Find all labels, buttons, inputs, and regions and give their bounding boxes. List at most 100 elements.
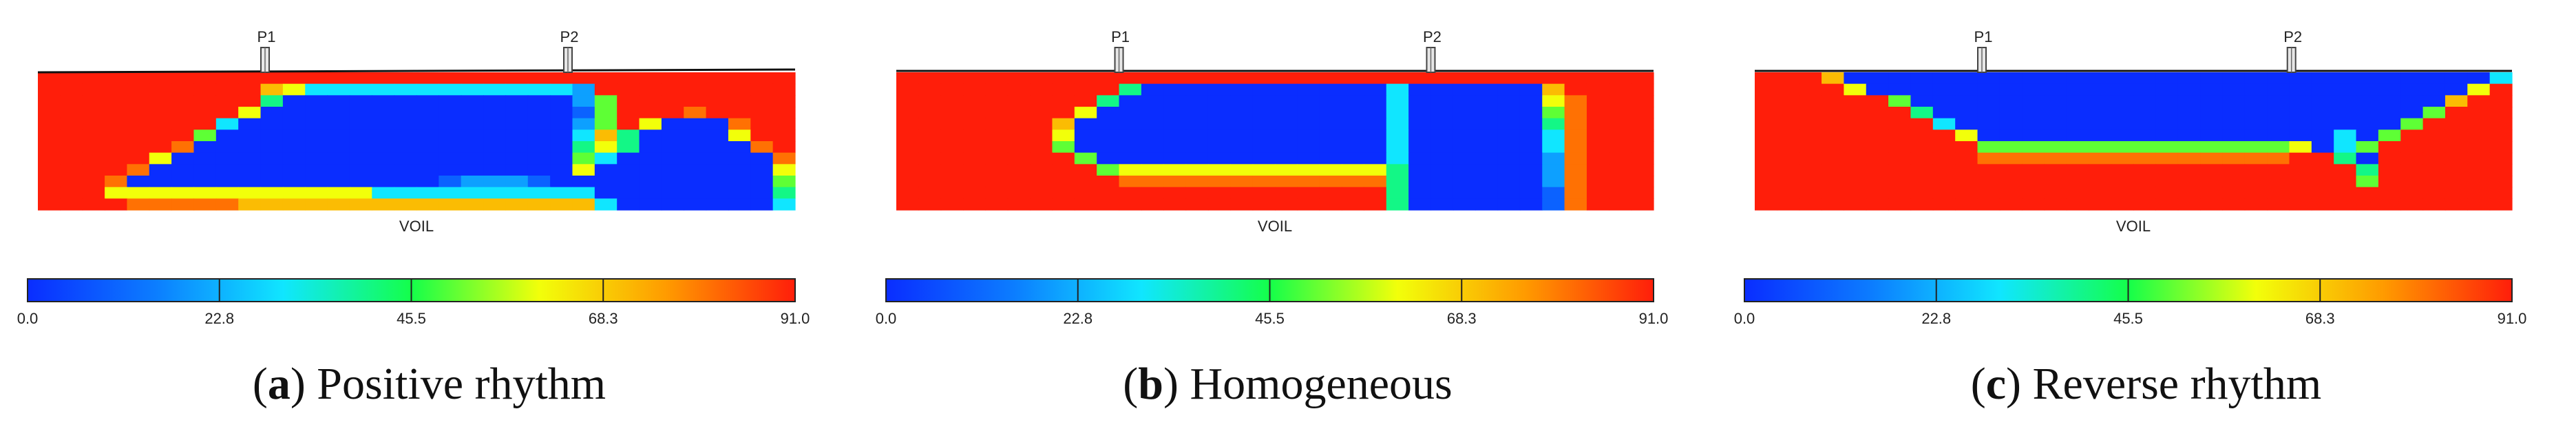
field-cell bbox=[1074, 83, 1097, 96]
field-cell bbox=[260, 95, 284, 107]
field-cell bbox=[1475, 164, 1499, 176]
field-cell bbox=[2356, 118, 2379, 130]
field-cell bbox=[1755, 72, 1777, 85]
field-cell bbox=[550, 176, 573, 188]
field-cell bbox=[1999, 164, 2023, 176]
field-cell bbox=[1386, 164, 1409, 176]
field-cell bbox=[305, 118, 328, 130]
field-cell bbox=[617, 107, 640, 119]
field-cell bbox=[1364, 176, 1387, 188]
field-cell bbox=[550, 141, 573, 154]
field-cell bbox=[940, 118, 964, 130]
field-cell bbox=[572, 187, 595, 199]
colorbar-tick-label: 45.5 bbox=[397, 310, 426, 327]
field-cell bbox=[1408, 95, 1432, 107]
field-cell bbox=[60, 107, 83, 119]
field-cell bbox=[2066, 118, 2089, 130]
field-cell bbox=[149, 176, 172, 188]
field-cell bbox=[1430, 164, 1454, 176]
field-cell bbox=[2155, 187, 2179, 199]
field-cell bbox=[171, 129, 195, 142]
field-cell bbox=[1631, 164, 1654, 176]
field-cell bbox=[215, 72, 239, 85]
field-cell bbox=[2200, 152, 2224, 165]
field-cell bbox=[2222, 164, 2246, 176]
field-cell bbox=[238, 152, 262, 165]
field-cell bbox=[940, 187, 964, 199]
field-cell bbox=[416, 164, 439, 176]
panel-homogeneous: P1 P2 VOIL 0.0 22.8 45.5 68.3 91.0 (b) Homogene… bbox=[858, 0, 1717, 440]
field-cell bbox=[2044, 198, 2067, 211]
field-cell bbox=[617, 83, 640, 96]
field-cell bbox=[238, 198, 262, 211]
field-cell bbox=[483, 152, 507, 165]
field-cell bbox=[639, 83, 662, 96]
field-cell bbox=[1386, 187, 1409, 199]
field-cell bbox=[461, 118, 484, 130]
field-cell bbox=[2222, 129, 2246, 142]
field-cell bbox=[940, 198, 964, 211]
field-cell bbox=[2489, 187, 2513, 199]
field-cell bbox=[2044, 107, 2067, 119]
field-cell bbox=[2311, 129, 2334, 142]
field-cell bbox=[1052, 129, 1075, 142]
field-cell bbox=[1822, 95, 1845, 107]
field-cell bbox=[260, 152, 284, 165]
field-cell bbox=[1866, 164, 1889, 176]
field-cell bbox=[327, 198, 350, 211]
field-cell bbox=[1119, 95, 1142, 107]
field-cell bbox=[327, 107, 350, 119]
field-cell bbox=[1977, 129, 2000, 142]
field-cell bbox=[2200, 141, 2224, 154]
field-cell bbox=[505, 83, 529, 96]
field-cell bbox=[282, 176, 306, 188]
field-cell bbox=[2445, 176, 2468, 188]
field-cell bbox=[2089, 95, 2112, 107]
field-cell bbox=[2311, 72, 2334, 85]
field-cell bbox=[550, 72, 573, 85]
field-cell bbox=[1052, 176, 1075, 188]
field-cell bbox=[963, 152, 986, 165]
field-cell bbox=[706, 72, 729, 85]
field-cell bbox=[1631, 107, 1654, 119]
field-cell bbox=[1141, 141, 1164, 154]
field-cell bbox=[2022, 72, 2045, 85]
field-cell bbox=[2289, 129, 2312, 142]
field-cell bbox=[1141, 72, 1164, 85]
field-cell bbox=[305, 72, 328, 85]
field-cell bbox=[2155, 141, 2179, 154]
field-cell bbox=[1844, 141, 1867, 154]
field-cell bbox=[2267, 129, 2290, 142]
field-cell bbox=[60, 72, 83, 85]
field-cell bbox=[1777, 129, 1800, 142]
field-cell bbox=[2044, 72, 2067, 85]
field-cell bbox=[171, 198, 195, 211]
field-cell bbox=[394, 118, 417, 130]
field-cell bbox=[1275, 118, 1298, 130]
field-cell bbox=[1542, 95, 1565, 107]
field-cell bbox=[2489, 118, 2513, 130]
field-cell bbox=[706, 83, 729, 96]
field-cell bbox=[940, 129, 964, 142]
field-cell bbox=[1564, 107, 1587, 119]
field-cell bbox=[2111, 72, 2134, 85]
field-cell bbox=[82, 164, 105, 176]
field-cell bbox=[2334, 176, 2357, 188]
field-cell bbox=[1475, 152, 1499, 165]
field-cell bbox=[750, 95, 774, 107]
field-cell bbox=[2489, 152, 2513, 165]
field-cell bbox=[1297, 118, 1320, 130]
field-cell bbox=[918, 187, 942, 199]
field-cell bbox=[1163, 141, 1187, 154]
field-cell bbox=[1097, 187, 1120, 199]
field-cell bbox=[1799, 72, 1822, 85]
field-cells bbox=[896, 72, 1654, 211]
field-cell bbox=[2244, 95, 2268, 107]
field-cell bbox=[1999, 118, 2023, 130]
field-cell bbox=[349, 129, 372, 142]
field-cell bbox=[706, 141, 729, 154]
field-cell bbox=[1844, 95, 1867, 107]
field-cell bbox=[1207, 107, 1231, 119]
field-cell bbox=[2356, 141, 2379, 154]
field-cell bbox=[2334, 187, 2357, 199]
